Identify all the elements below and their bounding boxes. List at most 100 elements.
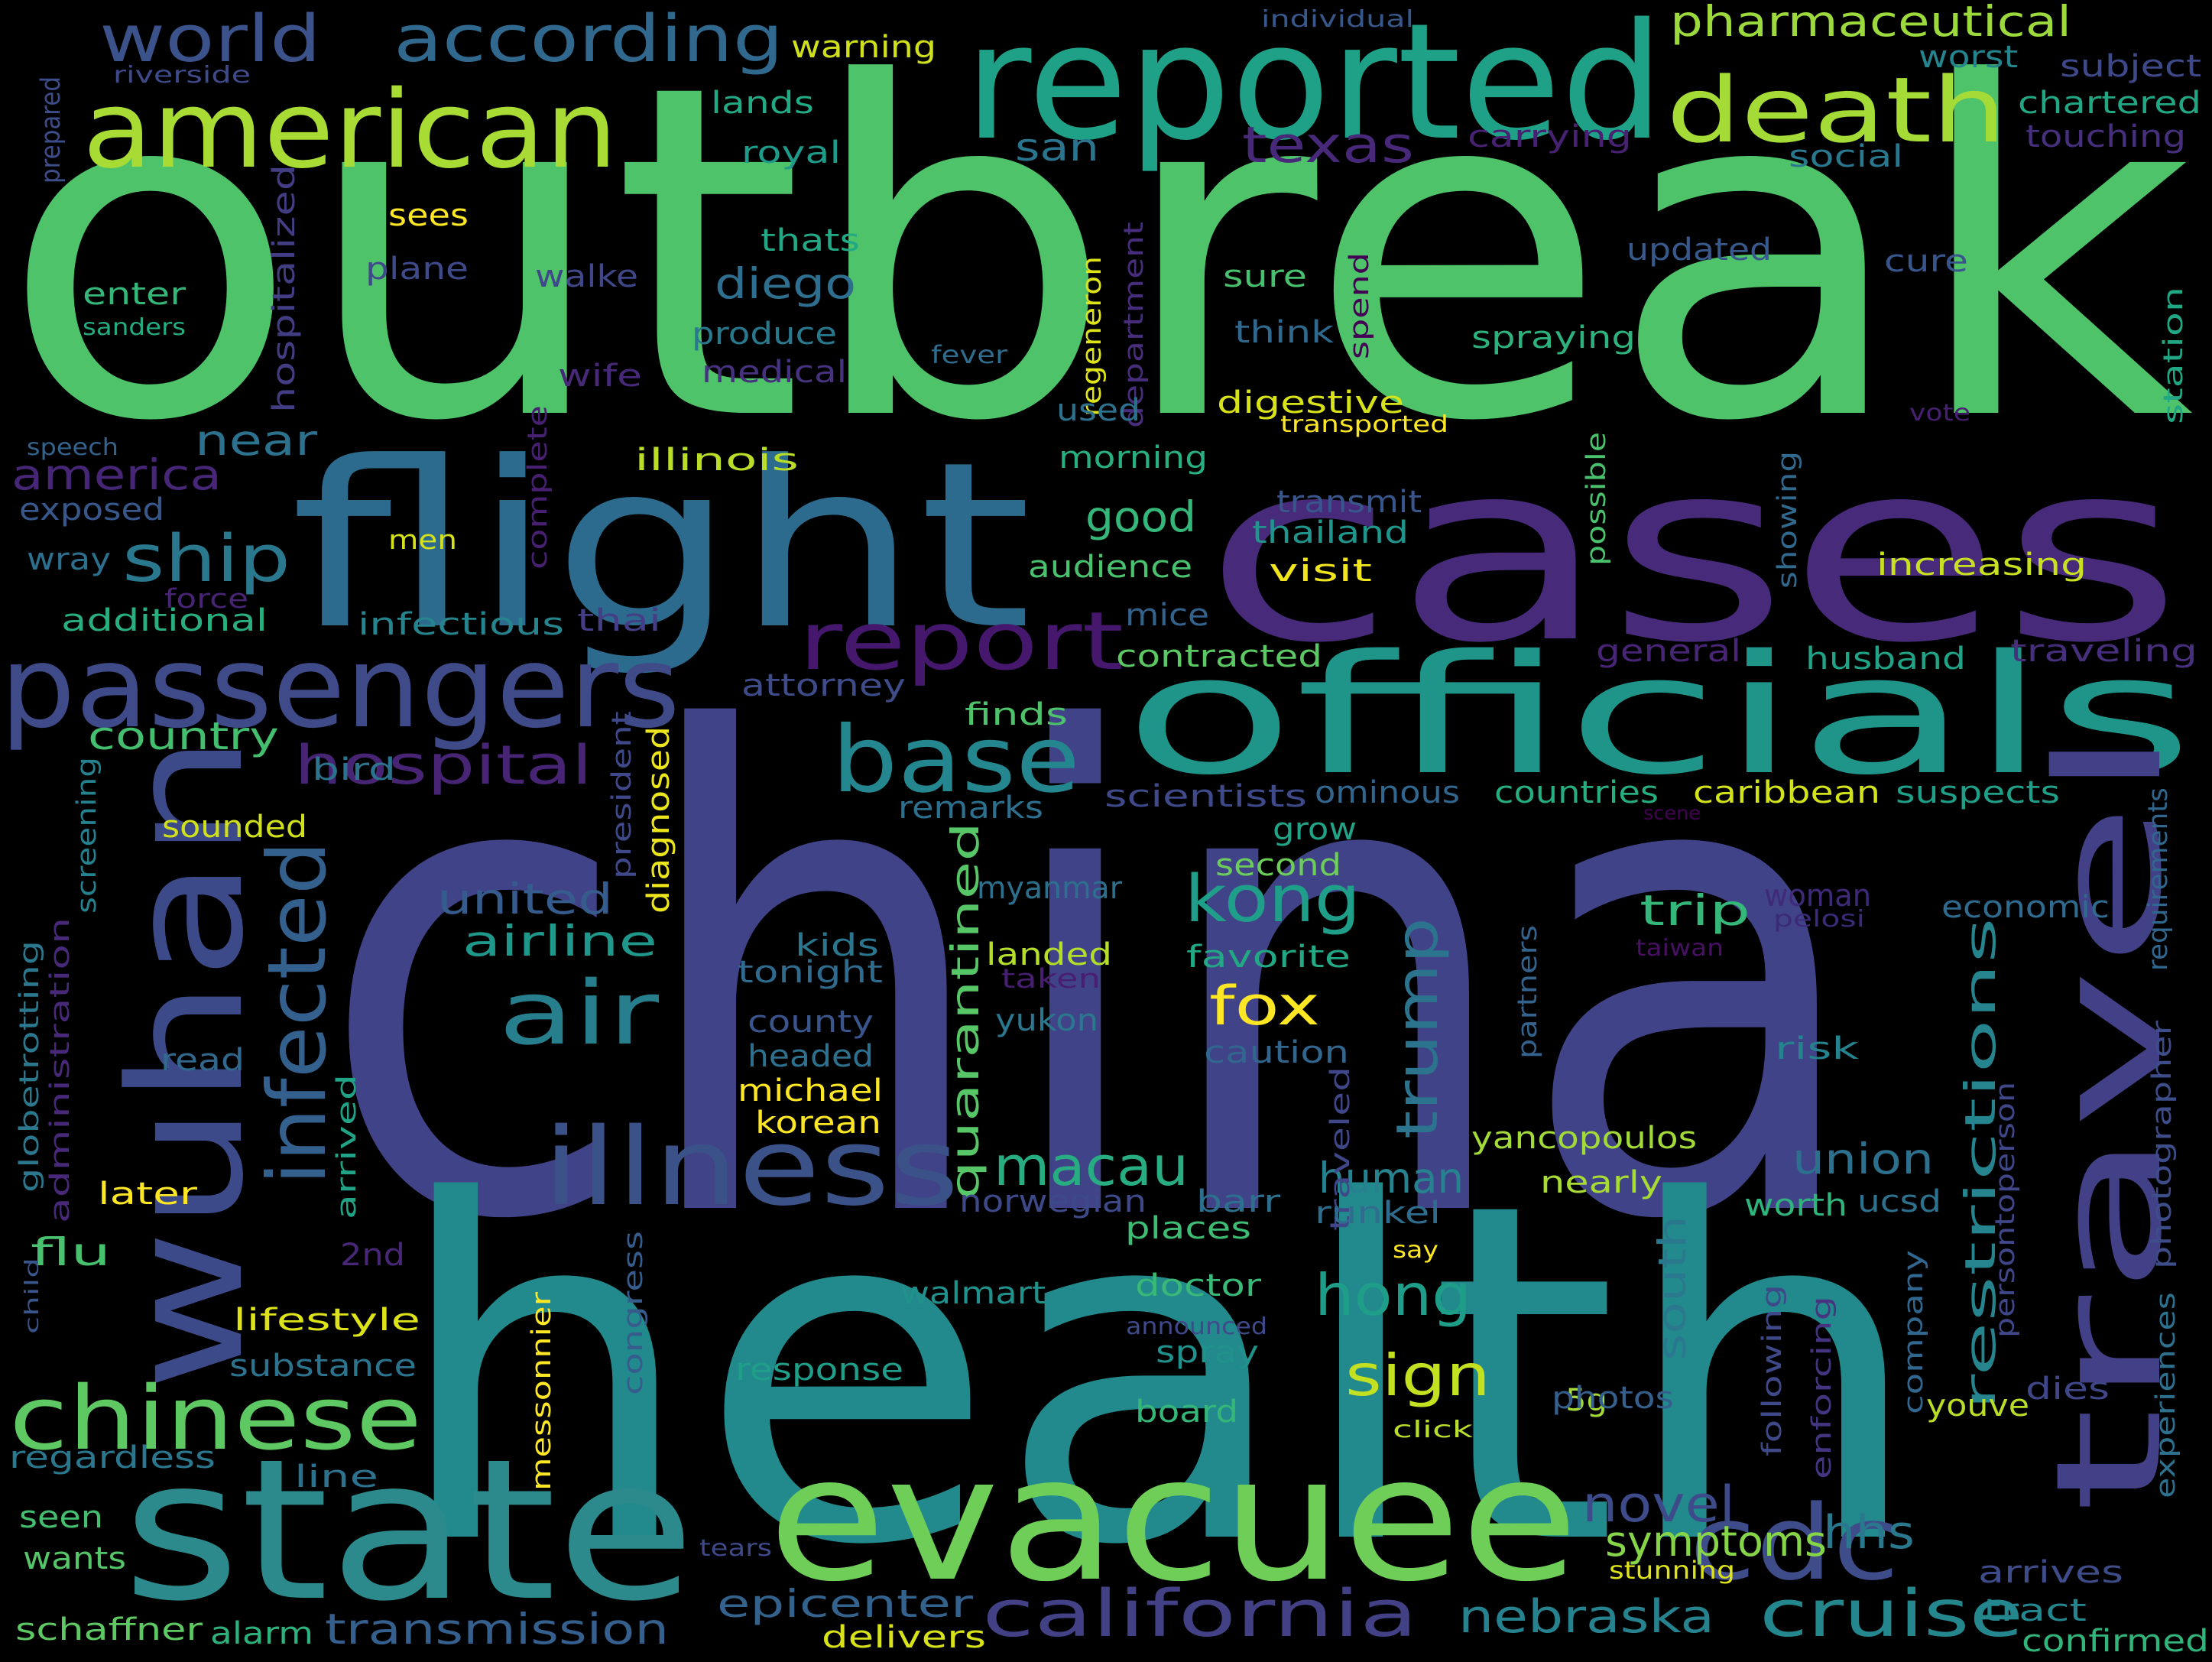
word-death: death (1666, 57, 2006, 163)
word-suspects: suspects (1896, 775, 2060, 810)
word-landed: landed (986, 937, 1112, 972)
word-traveling: traveling (2010, 634, 2197, 669)
word-macau: macau (994, 1135, 1189, 1198)
word-world: world (99, 2, 321, 77)
word-ucsd: ucsd (1857, 1184, 1941, 1219)
word-kids: kids (795, 928, 879, 963)
word-additional: additional (61, 603, 268, 638)
word-dies: dies (2026, 1371, 2110, 1407)
word-walke: walke (535, 259, 638, 294)
word-5g: 5g (1565, 1383, 1607, 1418)
word-click: click (1393, 1417, 1474, 1443)
word-say: say (1393, 1237, 1438, 1264)
word-united: united (437, 875, 613, 924)
word-kong: kong (1185, 862, 1361, 937)
word-used: used (1056, 393, 1140, 428)
word-officials: officials (1124, 619, 2194, 811)
word-cruise: cruise (1760, 1576, 2023, 1652)
word-fox: fox (1209, 975, 1320, 1037)
word-china: china (317, 598, 1869, 1363)
word-administration: administration (45, 917, 76, 1223)
word-child: child (21, 1258, 43, 1334)
word-taken: taken (1001, 964, 1101, 995)
word-tract: tract (1983, 1593, 2087, 1628)
word-hong: hong (1315, 1261, 1471, 1329)
word-fever: fever (931, 340, 1008, 369)
word-good: good (1085, 492, 1196, 541)
word-thailand: thailand (1252, 515, 1409, 550)
word-outbreak: outbreak (0, 0, 2194, 521)
word-increasing: increasing (1876, 547, 2087, 583)
word-near: near (195, 416, 317, 465)
word-nebraska: nebraska (1458, 1590, 1714, 1644)
word-globetrotting: globetrotting (15, 940, 45, 1193)
word-morning: morning (1059, 440, 1208, 476)
word-trip: trip (1640, 886, 1750, 935)
word-following: following (1757, 1284, 1788, 1456)
word-touching: touching (2026, 119, 2186, 154)
word-health: health (390, 1104, 1926, 1647)
word-air: air (498, 962, 660, 1065)
word-cure: cure (1884, 244, 1968, 279)
word-think: think (1234, 315, 1335, 350)
word-passengers: passengers (0, 622, 680, 753)
word-regeneron: regeneron (1077, 256, 1108, 417)
word-contracted: contracted (1116, 639, 1322, 674)
word-tears: tears (699, 1535, 772, 1562)
word-confirmed: confirmed (2022, 1624, 2209, 1659)
word-hospitalized: hospitalized (267, 164, 302, 413)
word-transmission: transmission (325, 1605, 669, 1654)
word-arrived: arrived (332, 1074, 362, 1219)
word-spend: spend (1344, 252, 1375, 359)
word-sounded: sounded (162, 810, 307, 845)
word-2nd: 2nd (340, 1238, 405, 1273)
word-caribbean: caribbean (1693, 775, 1880, 810)
word-infectious: infectious (358, 607, 564, 642)
word-caution: caution (1204, 1035, 1349, 1070)
word-visit: visit (1269, 553, 1372, 589)
word-scene: scene (1643, 802, 1701, 824)
word-second: second (1215, 848, 1341, 883)
word-updated: updated (1627, 232, 1772, 268)
word-wife: wife (558, 359, 642, 394)
word-worst: worst (1918, 40, 2018, 75)
word-read: read (161, 1043, 245, 1078)
word-runkel: runkel (1315, 1196, 1441, 1231)
word-ship: ship (122, 521, 290, 597)
word-diagnosed: diagnosed (641, 726, 676, 914)
word-travel: travel (2025, 726, 2194, 1514)
word-men: men (388, 525, 457, 556)
word-epicenter: epicenter (717, 1582, 974, 1626)
word-america: america (11, 450, 222, 499)
word-company: company (1899, 1250, 1929, 1414)
word-hhs: hhs (1823, 1506, 1915, 1560)
word-nearly: nearly (1540, 1165, 1662, 1200)
word-san: san (1015, 125, 1099, 170)
word-scientists: scientists (1104, 779, 1307, 814)
word-response: response (735, 1352, 903, 1388)
word-base: base (832, 707, 1080, 813)
word-human: human (1318, 1154, 1464, 1203)
word-country: country (88, 714, 279, 758)
word-thats: thats (761, 223, 860, 258)
word-restrictions: restrictions (1956, 917, 2005, 1410)
word-sees: sees (388, 198, 469, 233)
word-mice: mice (1125, 598, 1209, 633)
word-california: california (982, 1576, 1418, 1652)
word-announced: announced (1126, 1313, 1267, 1340)
word-trump: trump (1383, 917, 1451, 1139)
word-texas: texas (1242, 117, 1414, 174)
word-south: south (1650, 1216, 1695, 1361)
word-digestive: digestive (1217, 385, 1404, 420)
word-enforcing: enforcing (1807, 1296, 1837, 1479)
word-union: union (1792, 1135, 1934, 1183)
word-chartered: chartered (2018, 86, 2201, 121)
word-spraying: spraying (1471, 320, 1636, 355)
word-novel: novel (1582, 1476, 1735, 1534)
word-transported: transported (1280, 411, 1448, 438)
word-state: state (122, 1417, 696, 1644)
word-economic: economic (1941, 890, 2110, 925)
word-evacuee: evacuee (768, 1420, 1578, 1620)
word-messonnier: messonnier (527, 1291, 557, 1491)
